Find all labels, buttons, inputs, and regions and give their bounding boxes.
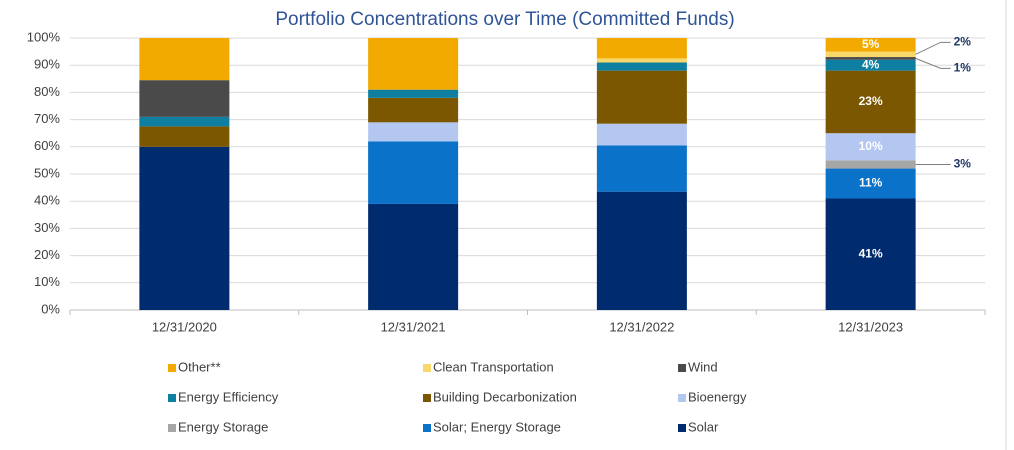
bar-segment (825, 38, 916, 52)
bar-segment (596, 38, 687, 59)
bar-segment (596, 58, 687, 63)
bar-segment (825, 133, 916, 161)
bar-segment (596, 62, 687, 71)
bar-segment (139, 126, 230, 147)
x-tick-label: 12/31/2021 (381, 319, 446, 334)
value-label: 2% (954, 34, 972, 48)
legend-label: Clean Transportation (433, 359, 554, 374)
bar-segment (368, 141, 459, 204)
legend-swatch (168, 424, 176, 432)
bar-segment (596, 191, 687, 310)
y-tick-label: 10% (34, 274, 60, 289)
value-label: 4% (862, 57, 880, 71)
leader-line (915, 41, 951, 55)
legend-swatch (423, 424, 431, 432)
bar-segment (368, 38, 459, 90)
x-tick-label: 12/31/2022 (609, 319, 674, 334)
legend-swatch (678, 394, 686, 402)
y-tick-label: 20% (34, 247, 60, 262)
legend-label: Other** (178, 359, 221, 374)
bar-segment (596, 70, 687, 124)
bar-segment (139, 146, 230, 310)
bar-segment (368, 203, 459, 310)
bar-segment (368, 97, 459, 123)
legend-label: Energy Storage (178, 419, 268, 434)
bar-segment (368, 89, 459, 98)
legend-label: Solar; Energy Storage (433, 419, 561, 434)
bar-segment (825, 59, 916, 71)
bar-segment (596, 145, 687, 192)
y-tick-label: 100% (27, 29, 61, 44)
bar-segment (139, 80, 230, 117)
legend-label: Building Decarbonization (433, 389, 577, 404)
y-tick-label: 50% (34, 165, 60, 180)
y-tick-label: 70% (34, 111, 60, 126)
legend-swatch (168, 364, 176, 372)
value-label: 23% (859, 94, 883, 108)
bar-segment (139, 116, 230, 127)
value-label: 5% (862, 37, 880, 51)
bar-segment (825, 57, 916, 60)
bar-segment (139, 38, 230, 81)
legend-swatch (678, 424, 686, 432)
legend-swatch (678, 364, 686, 372)
legend-label: Solar (688, 419, 719, 434)
bar-segment (596, 123, 687, 146)
legend-label: Bioenergy (688, 389, 747, 404)
value-label: 1% (954, 61, 972, 75)
bar-segment (368, 122, 459, 142)
value-label: 11% (859, 176, 883, 190)
y-tick-label: 30% (34, 220, 60, 235)
legend-swatch (168, 394, 176, 402)
chart-title: Portfolio Concentrations over Time (Comm… (275, 9, 734, 30)
y-tick-label: 80% (34, 84, 60, 99)
leader-line (915, 57, 951, 69)
legend-swatch (423, 394, 431, 402)
legend-label: Energy Efficiency (178, 389, 279, 404)
value-label: 3% (954, 157, 972, 171)
legend-swatch (423, 364, 431, 372)
value-label: 10% (859, 139, 883, 153)
bar-segment (825, 160, 916, 169)
bar-segment (825, 198, 916, 310)
y-tick-label: 60% (34, 138, 60, 153)
bar-segment (825, 70, 916, 134)
y-tick-label: 40% (34, 193, 60, 208)
legend-label: Wind (688, 359, 718, 374)
y-tick-label: 90% (34, 57, 60, 72)
x-tick-label: 12/31/2023 (838, 319, 903, 334)
x-tick-label: 12/31/2020 (152, 319, 217, 334)
bar-segment (825, 51, 916, 58)
y-tick-label: 0% (41, 301, 60, 316)
value-label: 41% (859, 246, 883, 260)
bar-segment (825, 168, 916, 199)
